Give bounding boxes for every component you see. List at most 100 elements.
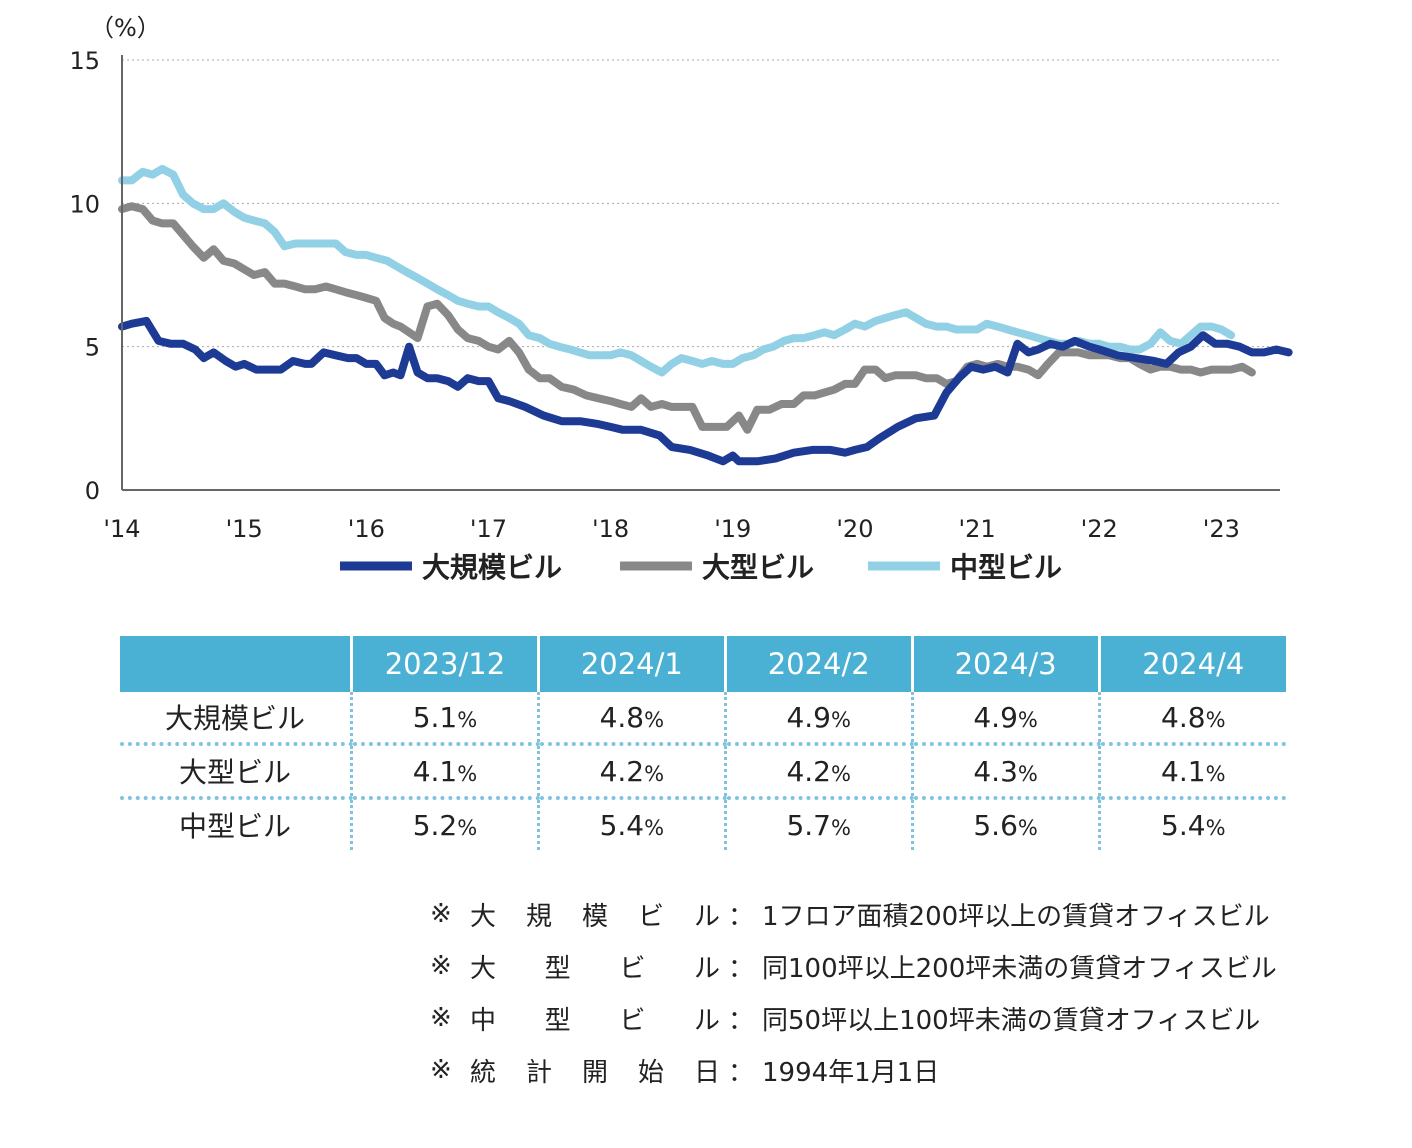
table-cell: 5.6% bbox=[910, 796, 1100, 850]
x-tick-label: '20 bbox=[836, 515, 873, 543]
table-column-header: 2024/1 bbox=[536, 636, 726, 692]
cell-unit: % bbox=[1017, 815, 1038, 840]
footnote-mark: ※ bbox=[430, 1055, 452, 1085]
cell-unit: % bbox=[1017, 761, 1038, 786]
x-tick-label: '16 bbox=[348, 515, 385, 543]
y-axis-unit-label: （%） bbox=[90, 14, 161, 42]
series-lines bbox=[118, 164, 1293, 466]
x-tick-label: '21 bbox=[958, 515, 995, 543]
footnote-term-char: 規 bbox=[525, 901, 552, 932]
cell-value: 4.8 bbox=[1161, 700, 1206, 734]
table-cell: 4.9% bbox=[910, 692, 1100, 744]
y-tick-label: 15 bbox=[69, 47, 100, 75]
legend: 大規模ビル 大型ビル 中型ビル bbox=[340, 551, 1062, 584]
cell-value: 5.7 bbox=[786, 808, 831, 842]
table-row-label: 大型ビル bbox=[120, 742, 352, 798]
table-cell: 4.8% bbox=[536, 692, 726, 744]
table-cell: 5.2% bbox=[350, 796, 539, 850]
footnote-description: 同100坪以上200坪未満の賃貸オフィスビル bbox=[762, 953, 1277, 984]
cell-unit: % bbox=[1017, 707, 1038, 732]
table-header-row: 2023/12 2024/1 2024/2 2024/3 2024/4 bbox=[120, 636, 1286, 692]
cell-value: 4.2 bbox=[599, 754, 645, 788]
legend-label: 大規模ビル bbox=[422, 551, 562, 584]
y-tick-label: 10 bbox=[69, 190, 100, 218]
cell-value: 4.9 bbox=[973, 700, 1018, 734]
footnote-row: ※ 中 型 ビ ル： 同50坪以上100坪未満の賃貸オフィスビル bbox=[430, 992, 1277, 1044]
cell-value: 4.9 bbox=[786, 700, 831, 734]
cell-unit: % bbox=[1205, 815, 1226, 840]
footnote-term: 大規模ビル bbox=[470, 896, 720, 933]
footnote-term-char: 計 bbox=[525, 1057, 552, 1088]
table-column-header: 2024/4 bbox=[1097, 636, 1286, 692]
cell-unit: % bbox=[1205, 761, 1226, 786]
table-column-header: 2024/2 bbox=[723, 636, 913, 692]
cell-unit: % bbox=[1205, 707, 1226, 732]
footnote-mark: ※ bbox=[430, 1003, 452, 1033]
table-cell: 5.4% bbox=[536, 796, 726, 850]
footnote-description: 1フロア面積200坪以上の賃貸オフィスビル bbox=[762, 901, 1270, 932]
table-row: 大型ビル 4.1% 4.2% 4.2% 4.3% 4.1% bbox=[120, 742, 1286, 798]
vacancy-rate-table: 2023/12 2024/1 2024/2 2024/3 2024/4 大規模ビ… bbox=[120, 636, 1286, 850]
cell-value: 4.1 bbox=[1161, 754, 1206, 788]
table-column-header: 2023/12 bbox=[350, 636, 539, 692]
gridlines bbox=[122, 59, 1280, 348]
footnote-term-char: 統 bbox=[470, 1057, 497, 1088]
table-cell: 4.1% bbox=[1097, 742, 1286, 798]
x-tick-label: '23 bbox=[1203, 515, 1240, 543]
table-row-label: 大規模ビル bbox=[164, 702, 305, 735]
cell-value: 4.3 bbox=[973, 754, 1018, 788]
footnote-term-char: 日 bbox=[693, 1057, 720, 1088]
footnote-description: 同50坪以上100坪未満の賃貸オフィスビル bbox=[762, 1005, 1261, 1036]
table-cell: 5.4% bbox=[1097, 796, 1286, 850]
footnote-colon: ： bbox=[727, 1057, 754, 1088]
footnote-term-char: ル bbox=[693, 953, 720, 984]
table-row: 中型ビル 5.2% 5.4% 5.7% 5.6% 5.4% bbox=[120, 796, 1286, 850]
y-axis-ticks: 0 5 10 15 bbox=[69, 47, 100, 505]
footnote-term: 統計開始日 bbox=[470, 1052, 720, 1089]
table-cell: 4.8% bbox=[1097, 692, 1286, 744]
cell-unit: % bbox=[457, 707, 478, 732]
footnote-term-char: 型 bbox=[544, 953, 571, 984]
y-tick-label: 0 bbox=[85, 477, 100, 505]
x-axis-ticks: '14 '15 '16 '17 '18 '19 '20 '21 '22 '23 bbox=[103, 515, 1240, 543]
footnote-term-char: 始 bbox=[637, 1057, 664, 1088]
footnote-row: ※ 大 型 ビ ル： 同100坪以上200坪未満の賃貸オフィスビル bbox=[430, 940, 1277, 992]
footnote-term-char: 大 bbox=[470, 953, 497, 984]
footnotes: ※ 大規模ビル： 1フロア面積200坪以上の賃貸オフィスビル ※ 大型ビル：同100坪以… bbox=[430, 888, 1277, 1096]
table-column-header: 2024/3 bbox=[910, 636, 1100, 692]
table-cell: 4.2% bbox=[536, 742, 726, 798]
cell-value: 5.1 bbox=[412, 700, 458, 734]
cell-unit: % bbox=[644, 761, 665, 786]
footnote-term-char: ビ bbox=[619, 953, 646, 984]
footnote-term-char: 型 bbox=[544, 1005, 571, 1036]
x-tick-label: '22 bbox=[1081, 515, 1118, 543]
footnote-term-char: 大 bbox=[470, 901, 497, 932]
y-tick-label: 5 bbox=[85, 334, 100, 362]
table-cell: 4.9% bbox=[723, 692, 913, 744]
x-tick-label: '18 bbox=[592, 515, 629, 543]
footnote-description: 1994年1月1日 bbox=[762, 1057, 940, 1088]
table-cell: 4.1% bbox=[350, 742, 539, 798]
table-row: 大規模ビル 5.1% 4.8% 4.9% 4.9% 4.8% bbox=[120, 692, 1286, 744]
footnote-colon: ： bbox=[727, 953, 754, 984]
legend-label: 中型ビル bbox=[950, 551, 1062, 584]
series-line-2 bbox=[118, 164, 1236, 377]
cell-value: 4.8 bbox=[599, 700, 645, 734]
x-tick-label: '19 bbox=[714, 515, 751, 543]
x-tick-label: '14 bbox=[103, 515, 140, 543]
footnote-term-char: 模 bbox=[581, 901, 608, 932]
footnote-term-char: 開 bbox=[581, 1057, 608, 1088]
table-corner bbox=[120, 636, 352, 692]
footnote-term-char: ル bbox=[693, 901, 720, 932]
x-tick-label: '15 bbox=[226, 515, 263, 543]
cell-unit: % bbox=[831, 761, 851, 786]
footnote-term-char: ビ bbox=[619, 1005, 646, 1036]
table-cell: 5.7% bbox=[723, 796, 913, 850]
cell-value: 4.1 bbox=[412, 754, 458, 788]
cell-unit: % bbox=[457, 815, 478, 840]
footnote-term: 中型ビル bbox=[470, 1000, 720, 1037]
cell-unit: % bbox=[644, 815, 665, 840]
cell-unit: % bbox=[831, 815, 851, 840]
series-line-1 bbox=[118, 202, 1256, 434]
footnote-term-char: ル bbox=[693, 1005, 720, 1036]
